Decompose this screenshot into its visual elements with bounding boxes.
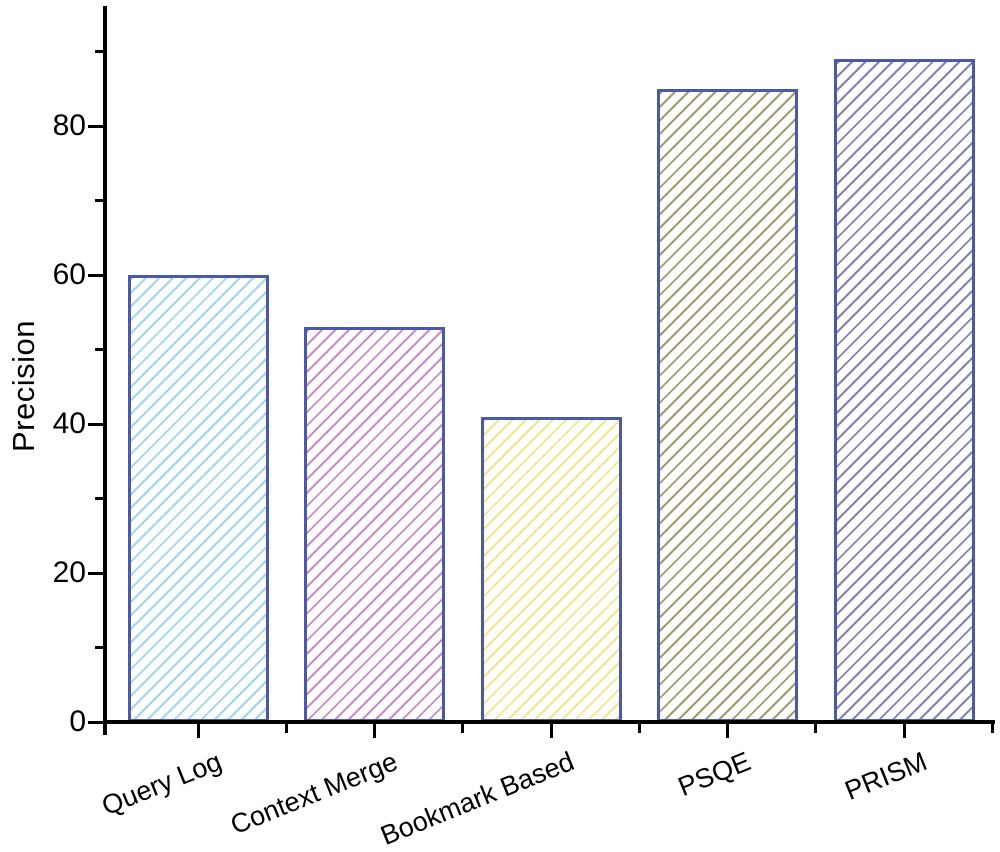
x-tick-label-bookmark-based: Bookmark Based — [376, 746, 579, 851]
x-major-tick — [902, 724, 906, 738]
y-minor-tick — [95, 348, 103, 351]
x-tick-label-prism: PRISM — [841, 746, 932, 806]
bar-prism — [833, 58, 975, 722]
x-minor-tick — [284, 724, 288, 733]
y-minor-tick — [95, 497, 103, 500]
x-major-tick — [726, 724, 729, 738]
y-tick-label: 40 — [52, 407, 86, 440]
y-tick-label: 0 — [69, 705, 86, 738]
y-minor-tick — [95, 50, 103, 53]
bar-query-log — [127, 275, 269, 722]
x-major-tick — [549, 724, 553, 738]
y-major-tick — [88, 720, 103, 724]
x-minor-tick — [637, 724, 641, 733]
y-tick-label: 60 — [52, 258, 86, 291]
x-axis-line — [103, 720, 995, 724]
x-minor-tick — [461, 724, 465, 733]
x-major-tick — [373, 724, 376, 738]
y-minor-tick — [95, 199, 103, 202]
y-major-tick — [88, 422, 103, 426]
y-major-tick — [88, 273, 103, 277]
y-major-tick — [88, 571, 103, 575]
y-tick-label: 80 — [52, 109, 86, 142]
y-minor-tick — [95, 646, 103, 649]
bar-bookmark-based — [480, 416, 622, 722]
x-minor-tick — [990, 724, 994, 733]
bar-context-merge — [304, 327, 445, 722]
y-major-tick — [88, 124, 103, 128]
bar-psqe — [657, 88, 798, 722]
y-axis-line — [103, 6, 107, 735]
x-major-tick — [196, 724, 200, 738]
x-minor-tick — [814, 724, 818, 733]
x-tick-label-query-log: Query Log — [97, 746, 226, 822]
x-tick-label-context-merge: Context Merge — [226, 746, 403, 841]
x-tick-label-psqe: PSQE — [674, 746, 756, 803]
y-tick-label: 20 — [52, 556, 86, 589]
